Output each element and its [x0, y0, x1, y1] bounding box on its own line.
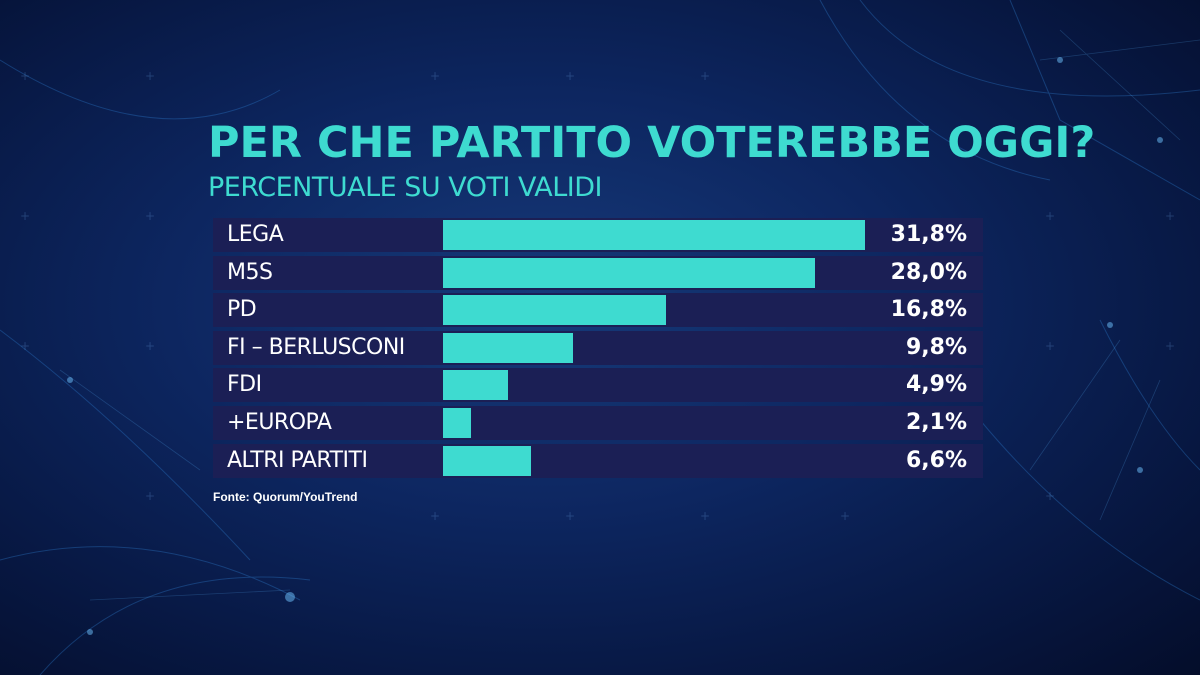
bar: [443, 295, 666, 326]
source-note: Fonte: Quorum/YouTrend: [213, 490, 358, 504]
bar: [443, 332, 574, 363]
category-label: M5S: [227, 259, 273, 285]
chart-row: +EUROPA 2,1%: [213, 406, 983, 440]
value-label: 16,8%: [890, 297, 967, 323]
svg-text:+: +: [145, 69, 155, 83]
svg-text:+: +: [1165, 339, 1175, 353]
svg-text:+: +: [145, 209, 155, 223]
chart-subtitle: PERCENTUALE SU VOTI VALIDI: [208, 172, 603, 203]
svg-text:+: +: [1045, 339, 1055, 353]
category-label: PD: [227, 297, 257, 323]
category-label: FI – BERLUSCONI: [227, 334, 405, 360]
chart-row: M5S 28,0%: [213, 255, 983, 290]
value-label: 6,6%: [905, 447, 967, 473]
category-label: LEGA: [227, 222, 284, 247]
svg-text:+: +: [1165, 209, 1175, 223]
svg-text:+: +: [565, 509, 575, 523]
value-label: 2,1%: [905, 410, 967, 435]
value-label: 4,9%: [905, 372, 967, 398]
bar: [443, 220, 865, 250]
chart-title: PER CHE PARTITO VOTEREBBE OGGI?: [208, 118, 1096, 168]
svg-text:+: +: [145, 489, 155, 503]
bar: [443, 445, 531, 476]
bar: [443, 370, 509, 401]
svg-text:+: +: [20, 339, 30, 353]
chart-row: PD 16,8%: [213, 293, 983, 328]
svg-text:+: +: [145, 339, 155, 353]
svg-text:+: +: [430, 69, 440, 83]
svg-text:+: +: [700, 509, 710, 523]
svg-text:+: +: [565, 69, 575, 83]
svg-text:+: +: [1045, 489, 1055, 503]
chart-row: FI – BERLUSCONI 9,8%: [213, 330, 983, 365]
bar: [443, 257, 815, 288]
svg-text:+: +: [430, 509, 440, 523]
svg-text:+: +: [840, 509, 850, 523]
svg-text:+: +: [700, 69, 710, 83]
value-label: 31,8%: [890, 222, 967, 247]
chart-row: FDI 4,9%: [213, 368, 983, 403]
chart-row: ALTRI PARTITI 6,6%: [213, 443, 983, 478]
bar: [443, 408, 471, 438]
chart-row: LEGA 31,8%: [213, 218, 983, 252]
svg-text:+: +: [20, 69, 30, 83]
bar-chart: LEGA 31,8% M5S 28,0% PD 16,8% FI – BERLUSCONI 9…: [213, 218, 983, 478]
svg-text:+: +: [1045, 209, 1055, 223]
svg-text:+: +: [20, 209, 30, 223]
value-label: 28,0%: [890, 259, 967, 285]
value-label: 9,8%: [905, 334, 967, 360]
category-label: ALTRI PARTITI: [227, 447, 368, 473]
category-label: +EUROPA: [227, 410, 332, 435]
category-label: FDI: [227, 372, 262, 398]
